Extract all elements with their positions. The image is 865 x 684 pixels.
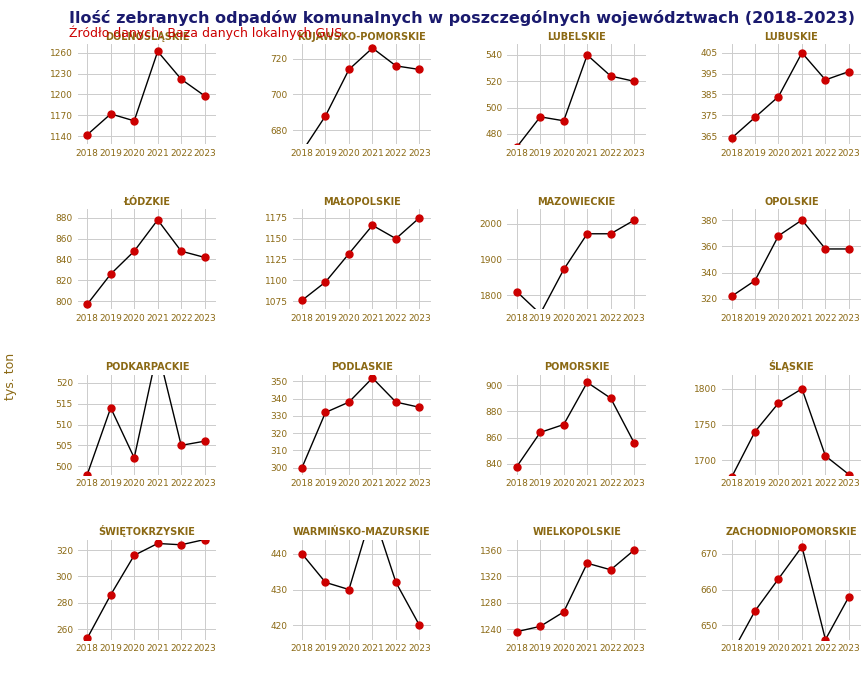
Title: MAŁOPOLSKIE: MAŁOPOLSKIE <box>323 197 400 207</box>
Title: DOLNOŚLĄSKIE: DOLNOŚLĄSKIE <box>105 30 189 42</box>
Title: LUBELSKIE: LUBELSKIE <box>548 32 606 42</box>
Title: ZACHODNIOPOMORSKIE: ZACHODNIOPOMORSKIE <box>726 527 857 538</box>
Title: OPOLSKIE: OPOLSKIE <box>764 197 818 207</box>
Title: POMORSKIE: POMORSKIE <box>544 363 609 372</box>
Text: Źródło danych: Baza danych lokalnych GUS: Źródło danych: Baza danych lokalnych GUS <box>69 26 343 40</box>
Title: WARMIŃSKO-MAZURSKIE: WARMIŃSKO-MAZURSKIE <box>293 527 431 538</box>
Title: WIELKOPOLSKIE: WIELKOPOLSKIE <box>532 527 621 538</box>
Title: KUJAWSKO-POMORSKIE: KUJAWSKO-POMORSKIE <box>298 32 426 42</box>
Title: ŁÓDZKIE: ŁÓDZKIE <box>124 197 170 207</box>
Title: MAZOWIECKIE: MAZOWIECKIE <box>537 197 616 207</box>
Text: tys. ton: tys. ton <box>3 353 17 399</box>
Title: ŚLĄSKIE: ŚLĄSKIE <box>769 360 814 372</box>
Title: ŚWIĘTOKRZYSKIE: ŚWIĘTOKRZYSKIE <box>99 525 195 538</box>
Title: PODLASKIE: PODLASKIE <box>331 363 393 372</box>
Title: PODKARPACKIE: PODKARPACKIE <box>105 363 189 372</box>
Text: Ilość zebranych odpadów komunalnych w poszczególnych województwach (2018-2023): Ilość zebranych odpadów komunalnych w po… <box>69 10 855 26</box>
Title: LUBUSKIE: LUBUSKIE <box>765 32 818 42</box>
